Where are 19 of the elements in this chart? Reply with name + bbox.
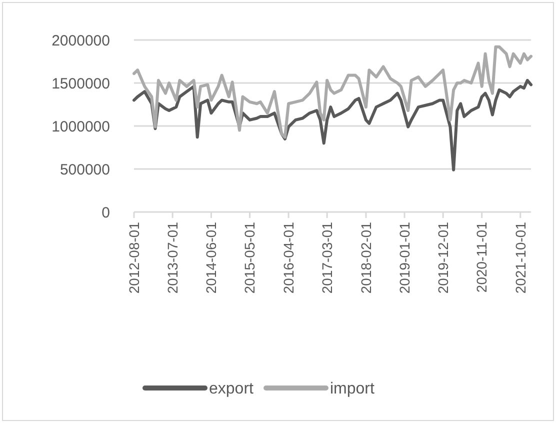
legend-label: import [330, 380, 376, 398]
y-tick-label: 500000 [60, 161, 110, 178]
x-tick-label: 2021-10-01 [512, 222, 528, 294]
legend-label: export [209, 380, 254, 398]
x-tick-label: 2014-06-01 [203, 222, 220, 294]
x-tick-label: 2019-01-01 [396, 222, 412, 294]
x-tick-label: 2016-04-01 [280, 222, 296, 294]
x-tick-label: 2020-11-01 [474, 222, 490, 293]
x-tick-label: 2018-02-01 [358, 222, 374, 294]
x-tick-label: 2012-08-01 [126, 222, 142, 294]
y-tick-label: 2000000 [52, 32, 110, 50]
x-tick-label: 2015-05-01 [242, 222, 258, 294]
x-tick-label: 2019-12-01 [434, 222, 451, 294]
y-tick-label: 1000000 [52, 118, 110, 136]
line-series [132, 45, 532, 139]
y-tick-label: 0 [102, 204, 110, 222]
y-tick-label: 1500000 [52, 75, 110, 92]
x-tick-label: 2013-07-01 [164, 222, 180, 294]
x-tick-label: 2017-03-01 [318, 222, 335, 294]
